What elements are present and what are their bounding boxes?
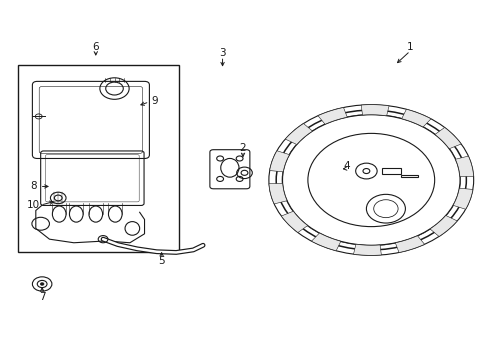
- Polygon shape: [268, 183, 286, 204]
- Polygon shape: [401, 109, 430, 127]
- Polygon shape: [454, 156, 472, 177]
- Text: 6: 6: [92, 42, 99, 52]
- Text: 9: 9: [151, 96, 157, 106]
- Polygon shape: [353, 244, 381, 255]
- Polygon shape: [361, 105, 388, 116]
- Text: 4: 4: [343, 161, 349, 171]
- Polygon shape: [269, 151, 289, 172]
- Text: 7: 7: [39, 292, 45, 302]
- Polygon shape: [394, 236, 424, 252]
- Text: 3: 3: [219, 48, 225, 58]
- Polygon shape: [285, 123, 312, 144]
- Text: 8: 8: [30, 181, 37, 192]
- Polygon shape: [452, 188, 472, 209]
- Polygon shape: [317, 108, 346, 124]
- Text: 10: 10: [27, 200, 41, 210]
- Polygon shape: [311, 233, 340, 251]
- Polygon shape: [281, 211, 307, 233]
- Polygon shape: [434, 127, 460, 149]
- Bar: [18, 65, 178, 252]
- Text: 1: 1: [406, 42, 413, 52]
- Polygon shape: [429, 216, 456, 237]
- Text: 2: 2: [239, 143, 246, 153]
- Circle shape: [40, 283, 44, 285]
- Text: 5: 5: [158, 256, 164, 266]
